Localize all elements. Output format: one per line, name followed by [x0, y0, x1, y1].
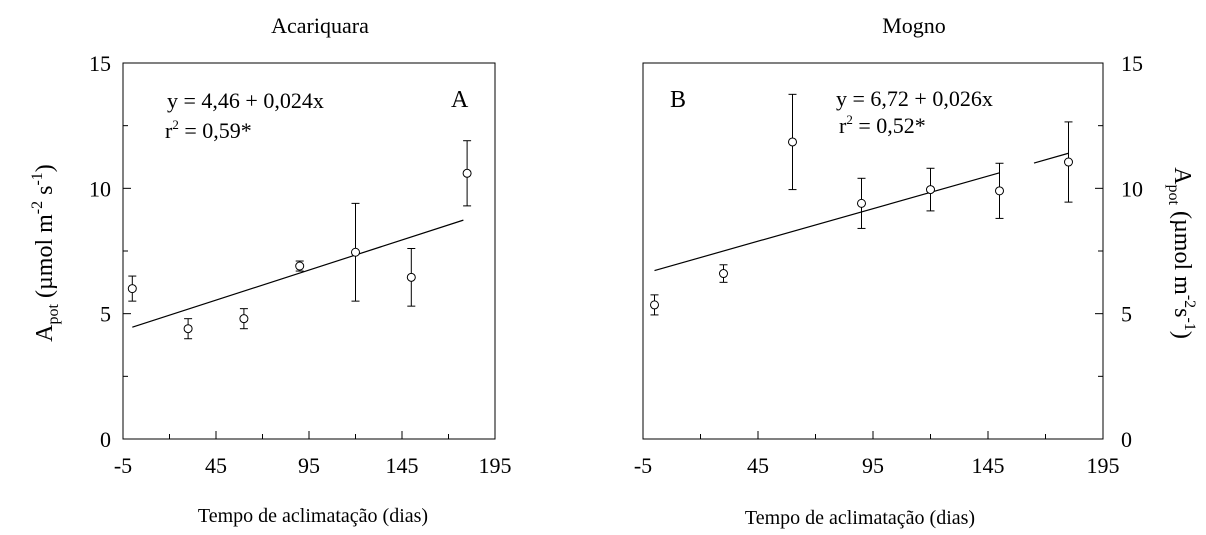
x-tick-label: 95: [298, 453, 320, 478]
data-point: [788, 137, 797, 147]
regression-line: [1033, 152, 1069, 164]
y-axis-label: Apot (µmol m-2s-1): [1165, 167, 1198, 339]
r-squared-label: r2 = 0,59*: [165, 117, 252, 143]
x-tick-label: 45: [205, 453, 227, 478]
x-tick-label: 195: [1087, 453, 1120, 478]
r-squared-label: r2 = 0,52*: [839, 112, 926, 138]
y-tick-label: 10: [1121, 176, 1143, 201]
data-point: [127, 284, 137, 294]
x-tick-label: -5: [634, 453, 652, 478]
data-point: [239, 314, 249, 324]
y-tick-label: 5: [100, 302, 111, 327]
x-tick-label: 145: [972, 453, 1005, 478]
data-point: [857, 198, 866, 208]
data-point: [351, 247, 360, 257]
y-tick-label: 0: [1121, 427, 1132, 452]
x-axis-label: Tempo de aclimatação (dias): [198, 505, 428, 527]
y-axis-label: Apot (µmol m-2 s-1): [29, 164, 62, 342]
data-point: [995, 186, 1004, 196]
regression-line: [654, 172, 1000, 272]
panel-letter: B: [670, 87, 686, 113]
y-tick-label: 0: [100, 427, 111, 452]
data-point: [183, 324, 193, 334]
y-tick-label: 15: [1121, 51, 1143, 76]
data-point: [462, 168, 472, 178]
regression-line: [132, 219, 464, 328]
data-point: [406, 272, 416, 282]
regression-equation: y = 6,72 + 0,026x: [836, 86, 993, 111]
data-point: [719, 269, 728, 279]
x-tick-label: -5: [114, 453, 132, 478]
x-tick-label: 95: [862, 453, 884, 478]
x-tick-label: 45: [747, 453, 769, 478]
panel-acariquara: Acariquara -5 45 95 145 195 0 5 10 15 y = 4,46 +…: [29, 13, 512, 527]
data-point: [926, 185, 935, 195]
chart-title: Acariquara: [271, 13, 369, 38]
y-tick-label: 15: [89, 51, 111, 76]
y-tick-label: 10: [89, 176, 111, 201]
x-axis-label: Tempo de aclimatação (dias): [745, 507, 975, 529]
data-point: [1064, 157, 1073, 167]
y-tick-label: 5: [1121, 302, 1132, 327]
x-tick-label: 145: [386, 453, 419, 478]
chart-title: Mogno: [882, 13, 946, 38]
data-point: [295, 261, 305, 271]
panel-letter: A: [451, 87, 469, 113]
regression-equation: y = 4,46 + 0,024x: [167, 88, 324, 113]
x-tick-label: 195: [479, 453, 512, 478]
data-point: [650, 300, 659, 310]
